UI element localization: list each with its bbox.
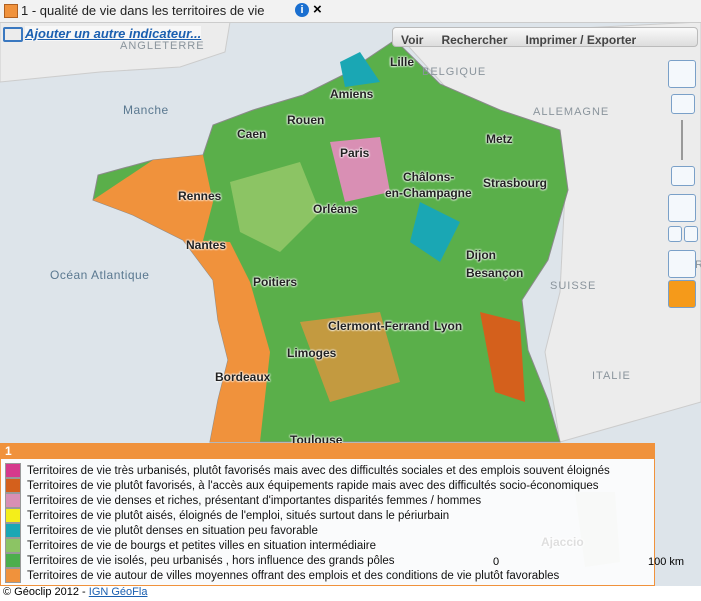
city-label: Bordeaux: [215, 370, 271, 384]
city-label: Orléans: [313, 202, 358, 216]
country-label: ITALIE: [592, 370, 631, 382]
legend-item: Territoires de vie denses et riches, pré…: [1, 493, 654, 508]
city-label: Clermont-Ferrand: [328, 319, 430, 333]
legend-swatch: [5, 538, 21, 553]
legend-label: Territoires de vie très urbanisés, plutô…: [27, 464, 610, 477]
legend-item: Territoires de vie très urbanisés, plutô…: [1, 463, 654, 478]
sea-label: Océan Atlantique: [50, 268, 150, 282]
legend-item: Territoires de vie autour de villes moye…: [1, 568, 654, 583]
city-label: Poitiers: [253, 275, 298, 289]
legend-swatch: [5, 553, 21, 568]
next-view[interactable]: [684, 226, 698, 242]
scale-start: 0: [493, 556, 500, 568]
legend-swatch: [5, 478, 21, 493]
legend-swatch: [5, 493, 21, 508]
city-label: Amiens: [330, 87, 374, 101]
legend-item: Territoires de vie de bourgs et petites …: [1, 538, 654, 553]
city-label: Besançon: [466, 266, 524, 280]
legend-swatch: [5, 568, 21, 583]
legend-label: Territoires de vie de bourgs et petites …: [27, 539, 377, 552]
city-label: Rennes: [178, 189, 222, 203]
menu-item[interactable]: Imprimer / Exporter: [525, 33, 637, 47]
copyright: © Géoclip 2012 -: [3, 586, 89, 598]
legend-label: Territoires de vie autour de villes moye…: [27, 569, 560, 582]
legend-item: Territoires de vie plutôt aisés, éloigné…: [1, 508, 654, 523]
city-label: Lille: [390, 55, 415, 69]
legend: 1 Territoires de vie très urbanisés, plu…: [0, 443, 655, 586]
country-label: BELGIQUE: [422, 66, 487, 78]
city-label: Rouen: [287, 113, 325, 127]
city-label: en-Champagne: [385, 186, 472, 200]
menu-bar: Voir Rechercher Imprimer / Exporter: [392, 27, 698, 47]
zoom-select-button[interactable]: [668, 60, 696, 88]
city-label: Lyon: [434, 319, 463, 333]
sea-label: Manche: [123, 103, 169, 117]
city-label: Dijon: [466, 248, 496, 262]
country-label: ALLEMAGNE: [533, 106, 610, 118]
footer: © Géoclip 2012 - IGN GéoFla: [0, 586, 701, 601]
legend-swatch: [5, 508, 21, 523]
zoom-in[interactable]: [671, 94, 695, 114]
country-label: SUISSE: [550, 280, 597, 292]
menu-item[interactable]: Rechercher: [441, 33, 508, 47]
scale-end: 100 km: [648, 556, 685, 568]
city-label: Caen: [237, 127, 267, 141]
city-label: Limoges: [287, 346, 337, 360]
close-button[interactable]: ×: [313, 1, 322, 18]
city-label: Strasbourg: [483, 176, 548, 190]
legend-item: Territoires de vie plutôt favorisés, à l…: [1, 478, 654, 493]
ign-link[interactable]: IGN GéoFla: [88, 586, 148, 598]
country-label: ANGLETERRE: [120, 40, 205, 52]
menu-item[interactable]: Voir: [401, 33, 424, 47]
legend-label: Territoires de vie isolés, peu urbanisés…: [27, 554, 395, 567]
folder-icon: [3, 27, 23, 42]
full-extent[interactable]: [668, 194, 696, 222]
city-label: Châlons-: [403, 170, 455, 184]
zoom-slider[interactable]: [681, 120, 683, 160]
tab-title[interactable]: 1 - qualité de vie dans les territoires …: [21, 3, 265, 18]
legend-title: 1: [1, 444, 654, 459]
prev-view[interactable]: [668, 226, 682, 242]
overview-button[interactable]: [668, 280, 696, 308]
tab-icon: [4, 4, 18, 18]
legend-label: Territoires de vie plutôt denses en situ…: [27, 524, 318, 537]
city-label: Paris: [340, 146, 370, 160]
legend-swatch: [5, 523, 21, 538]
city-label: Nantes: [186, 238, 227, 252]
zoom-out[interactable]: [671, 166, 695, 186]
legend-swatch: [5, 463, 21, 478]
legend-items: Territoires de vie très urbanisés, plutô…: [1, 459, 654, 583]
legend-item: Territoires de vie plutôt denses en situ…: [1, 523, 654, 538]
city-label: Metz: [486, 132, 513, 146]
info-icon[interactable]: i: [295, 3, 309, 17]
legend-label: Territoires de vie denses et riches, pré…: [27, 494, 482, 507]
legend-label: Territoires de vie plutôt aisés, éloigné…: [27, 509, 450, 522]
legend-item: Territoires de vie isolés, peu urbanisés…: [1, 553, 654, 568]
legend-label: Territoires de vie plutôt favorisés, à l…: [27, 479, 599, 492]
photo-button[interactable]: [668, 250, 696, 278]
add-indicator-link[interactable]: Ajouter un autre indicateur...: [25, 26, 202, 41]
tab-bar: 1 - qualité de vie dans les territoires …: [0, 0, 701, 23]
